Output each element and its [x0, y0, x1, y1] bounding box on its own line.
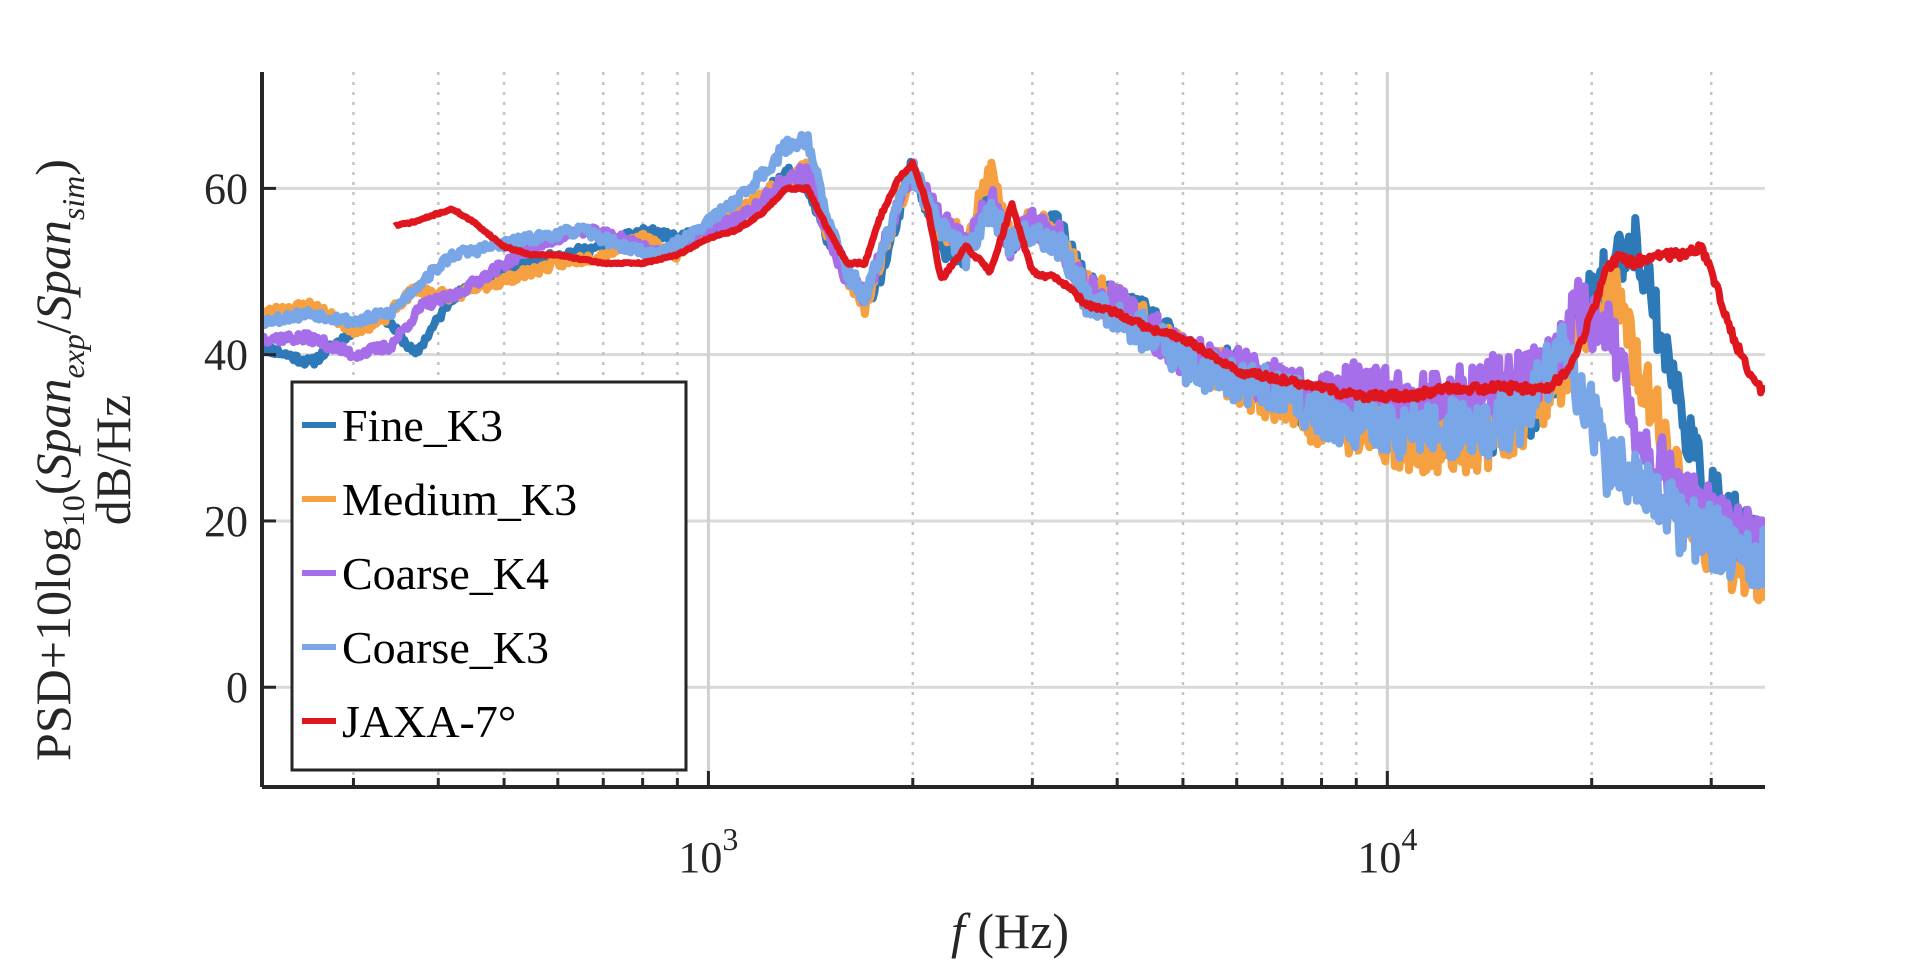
x-tick-label: 103 [678, 821, 738, 882]
y-label-open: ( [25, 478, 81, 495]
y-label-slash: / [25, 320, 81, 334]
y-label-span2-sub: sim [55, 176, 91, 220]
legend-label: Medium_K3 [342, 474, 577, 525]
y-tick-label: 0 [226, 663, 248, 712]
svg-text:PSD+10log10(Spanexp/Spansim): PSD+10log10(Spanexp/Spansim) [25, 159, 91, 761]
x-axis-label-rest: (Hz) [965, 903, 1069, 959]
legend-label: Coarse_K4 [342, 548, 549, 599]
legend: Fine_K3 Medium_K3 Coarse_K4 Coarse_K3 JAXA-7… [290, 380, 688, 772]
y-axis-label: PSD+10log10(Spanexp/Spansim) dB/Hz [25, 159, 141, 761]
x-tick-label: 104 [1357, 821, 1417, 882]
y-label-span2: Span [25, 220, 81, 320]
y-label-close: ) [25, 159, 81, 176]
series-line-jaxa-7- [392, 159, 1765, 404]
y-tick-label: 60 [204, 164, 248, 213]
legend-box [290, 380, 688, 772]
legend-label: Coarse_K3 [342, 622, 549, 673]
y-label-line2: dB/Hz [85, 395, 141, 526]
y-label-span1-sub: exp [55, 334, 91, 378]
series-line-coarse-k3 [262, 130, 1765, 590]
y-label-base: PSD+10log [25, 527, 81, 761]
y-label-span1: Span [25, 378, 81, 478]
y-label-sub10: 10 [55, 495, 91, 527]
x-axis-label: f (Hz) [951, 903, 1069, 959]
y-ticks: 0 20 40 60 [204, 164, 276, 712]
y-tick-label: 20 [204, 497, 248, 546]
series-group [262, 130, 1765, 605]
x-ticks: 103 104 [351, 771, 1713, 882]
legend-label: JAXA-7° [342, 696, 516, 747]
y-tick-label: 40 [204, 331, 248, 380]
legend-label: Fine_K3 [342, 400, 503, 451]
